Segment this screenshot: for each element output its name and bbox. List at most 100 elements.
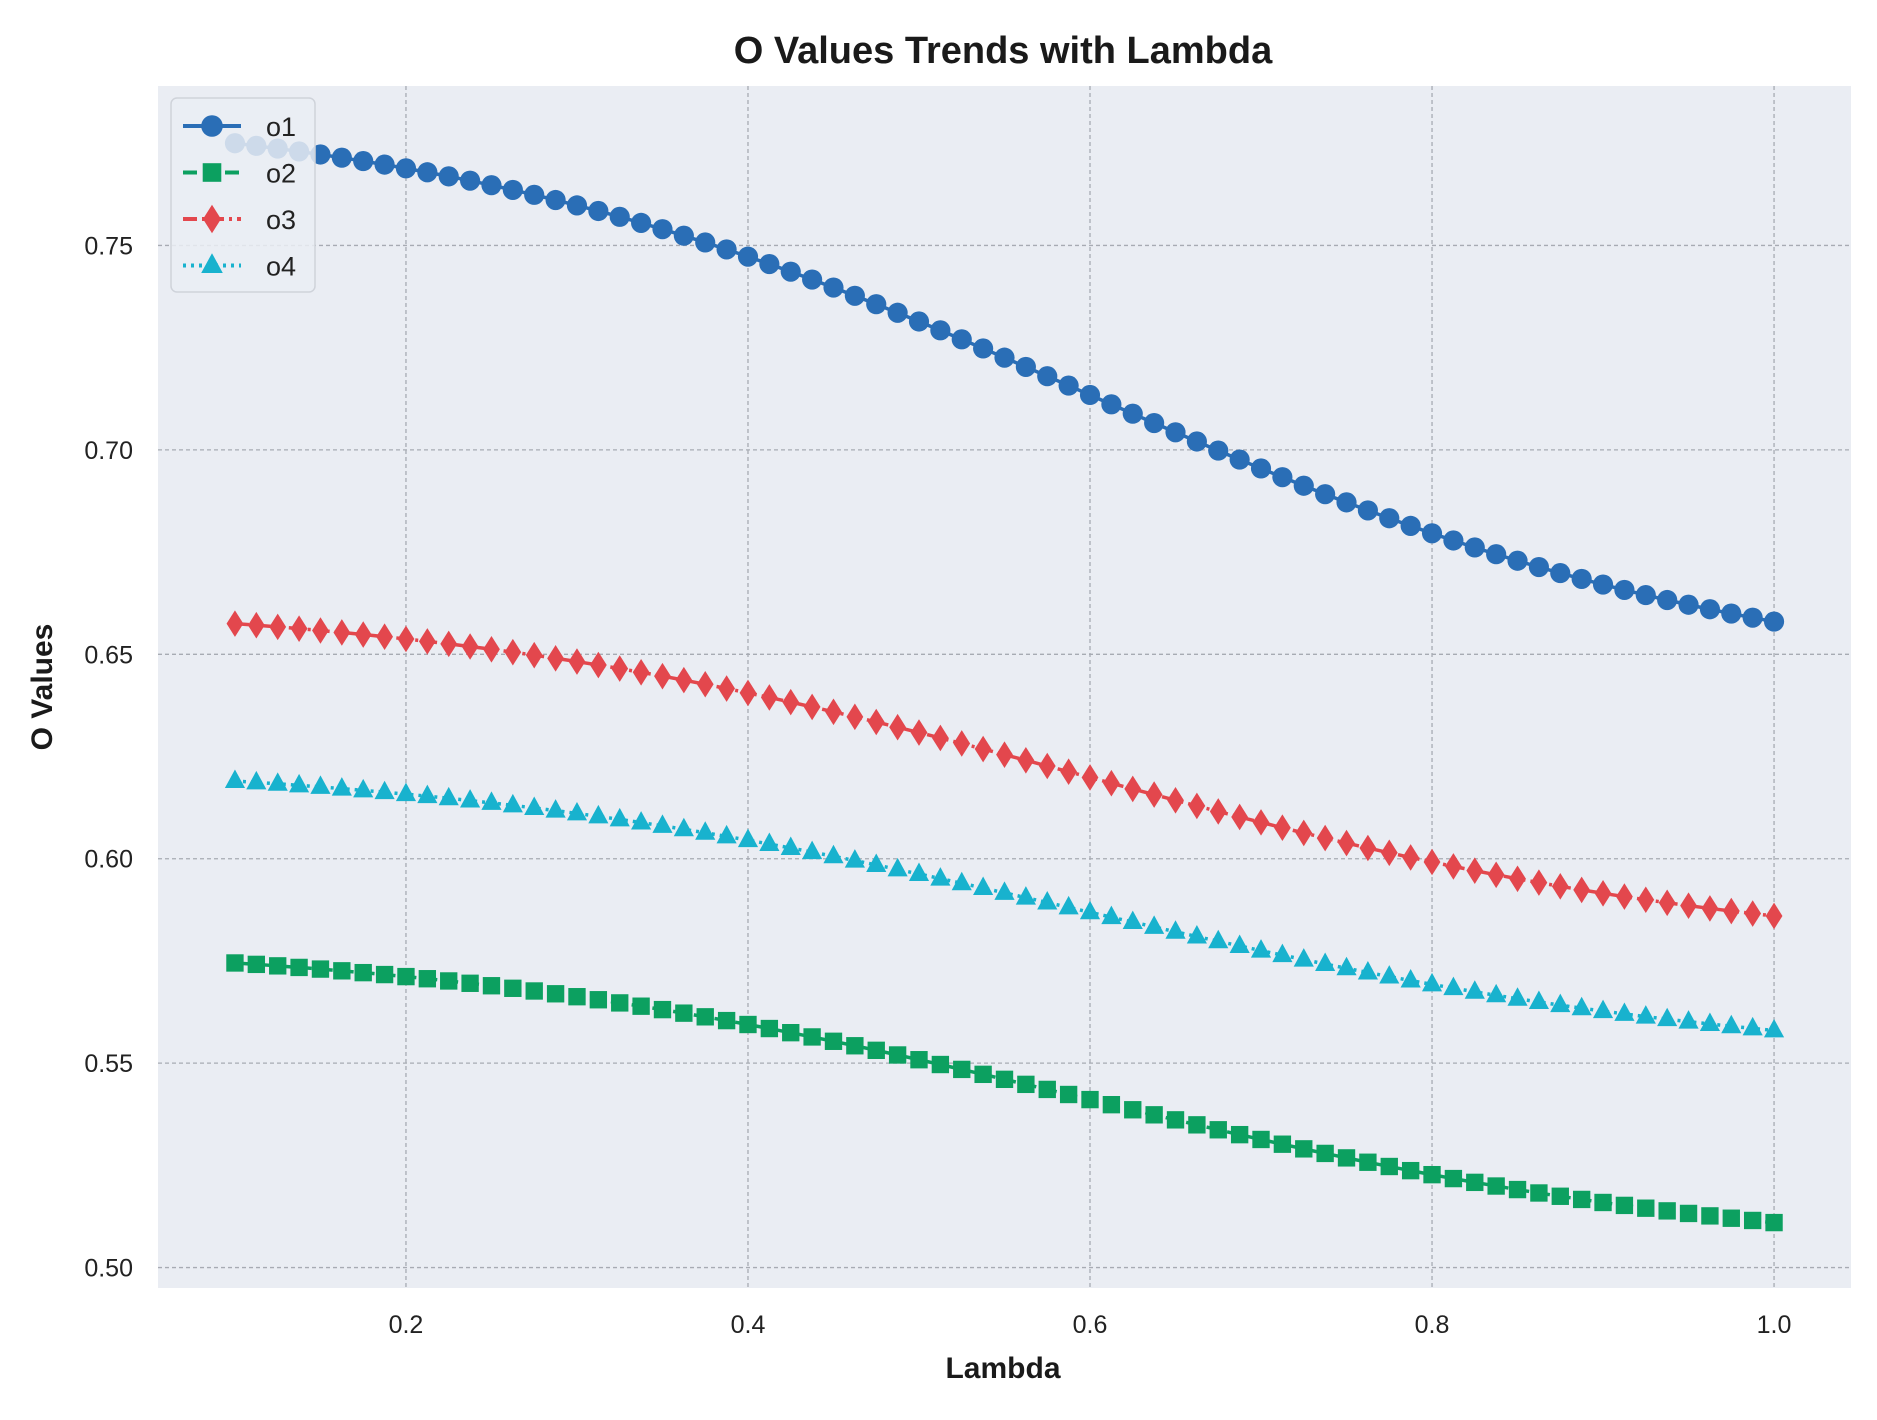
data-point-o4 xyxy=(1293,948,1314,967)
y-tick-label: 0.60 xyxy=(84,846,133,874)
data-point-o2 xyxy=(290,958,308,977)
data-point-o1 xyxy=(1208,440,1229,461)
data-point-o3 xyxy=(1081,764,1099,791)
data-point-o3 xyxy=(739,679,757,707)
data-point-o2 xyxy=(1401,1161,1420,1180)
data-point-o1 xyxy=(417,162,438,183)
data-point-o4 xyxy=(353,778,374,798)
y-tick-label: 0.55 xyxy=(84,1050,133,1078)
data-point-o3 xyxy=(1722,897,1740,925)
data-point-o1 xyxy=(1507,550,1528,571)
data-point-o4 xyxy=(737,828,759,848)
data-point-o4 xyxy=(716,824,737,844)
data-point-o1 xyxy=(780,261,801,282)
gridlines xyxy=(158,86,1851,1288)
data-point-o4 xyxy=(1272,943,1293,963)
data-point-o1 xyxy=(460,170,481,191)
data-point-o1 xyxy=(1058,375,1079,396)
data-point-o4 xyxy=(246,770,267,790)
data-point-o1 xyxy=(673,225,694,246)
data-point-o3 xyxy=(290,615,308,642)
data-point-o3 xyxy=(760,684,778,711)
data-point-o2 xyxy=(995,1070,1014,1089)
data-point-o3 xyxy=(675,666,693,694)
data-point-o1 xyxy=(1229,449,1250,470)
data-point-o3 xyxy=(1616,883,1633,910)
data-point-o3 xyxy=(1509,865,1526,893)
data-point-o2 xyxy=(525,982,543,1000)
data-point-o1 xyxy=(1037,366,1058,387)
data-point-o1 xyxy=(1443,530,1464,551)
data-point-o2 xyxy=(375,965,394,984)
data-point-o3 xyxy=(589,651,607,679)
series-o2 xyxy=(226,954,1783,1232)
data-point-o3 xyxy=(1124,775,1142,803)
data-point-o3 xyxy=(1316,824,1334,852)
data-point-o3 xyxy=(525,641,543,669)
data-point-o4 xyxy=(780,836,801,855)
data-point-o4 xyxy=(631,811,652,830)
data-point-o4 xyxy=(1657,1007,1678,1027)
data-point-o2 xyxy=(1252,1130,1270,1149)
data-point-o1 xyxy=(1657,589,1678,611)
data-point-o1 xyxy=(1250,458,1272,479)
data-point-o4 xyxy=(1699,1012,1720,1031)
data-point-o3 xyxy=(696,670,714,698)
x-tick-label: 1.0 xyxy=(1757,1311,1792,1339)
data-point-o3 xyxy=(1765,902,1783,930)
data-point-o2 xyxy=(354,963,372,982)
data-point-o4 xyxy=(1528,990,1549,1009)
data-point-o1 xyxy=(374,154,395,175)
data-point-o1 xyxy=(908,311,930,332)
data-point-o4 xyxy=(887,857,908,877)
data-point-o3 xyxy=(1380,839,1398,867)
data-point-o4 xyxy=(1250,939,1272,958)
data-point-o2 xyxy=(1530,1184,1548,1202)
data-point-o1 xyxy=(1357,500,1378,521)
data-point-o3 xyxy=(1167,786,1184,814)
data-point-o2 xyxy=(910,1051,928,1069)
data-point-o1 xyxy=(1336,492,1357,513)
data-point-o2 xyxy=(1765,1213,1783,1232)
data-point-o1 xyxy=(866,294,887,315)
data-point-o2 xyxy=(1743,1211,1762,1230)
data-point-o1 xyxy=(331,147,352,168)
data-point-o2 xyxy=(760,1019,779,1038)
data-point-o1 xyxy=(1079,384,1101,406)
data-point-o2 xyxy=(717,1011,736,1030)
data-point-o1 xyxy=(1763,611,1785,632)
legend-marker-o3 xyxy=(203,204,221,234)
data-point-o2 xyxy=(782,1023,800,1042)
data-point-o4 xyxy=(1614,1002,1635,1021)
x-tick-label: 0.8 xyxy=(1415,1311,1450,1339)
data-point-o3 xyxy=(461,633,479,660)
data-point-o1 xyxy=(353,150,374,172)
data-point-o3 xyxy=(867,708,885,736)
data-point-o1 xyxy=(1678,594,1699,615)
data-point-o4 xyxy=(566,801,588,821)
data-point-o3 xyxy=(825,698,842,726)
data-point-o2 xyxy=(1124,1101,1142,1119)
data-point-o4 xyxy=(395,782,417,802)
data-point-o3 xyxy=(846,703,864,731)
data-point-o4 xyxy=(331,777,352,796)
data-point-o1 xyxy=(1315,484,1336,505)
data-point-o2 xyxy=(953,1060,971,1079)
data-point-o4 xyxy=(460,789,481,808)
data-point-o3 xyxy=(1338,829,1355,857)
y-tick-label: 0.50 xyxy=(84,1255,133,1283)
data-point-o3 xyxy=(632,659,650,686)
data-point-o4 xyxy=(866,853,887,872)
data-point-o2 xyxy=(1679,1204,1698,1223)
data-point-o3 xyxy=(397,625,415,653)
data-point-o1 xyxy=(1272,467,1293,488)
axes: 0.2 0.4 0.6 0.8 1.0 0.50 0.55 0.60 0.65 0.70 0.75 xyxy=(84,232,1791,1339)
data-point-o2 xyxy=(1102,1096,1121,1114)
data-point-o2 xyxy=(653,1000,672,1019)
data-point-o4 xyxy=(481,791,502,810)
x-tick-label: 0.4 xyxy=(731,1311,766,1339)
data-point-o4 xyxy=(973,876,994,896)
data-point-o4 xyxy=(224,769,246,789)
